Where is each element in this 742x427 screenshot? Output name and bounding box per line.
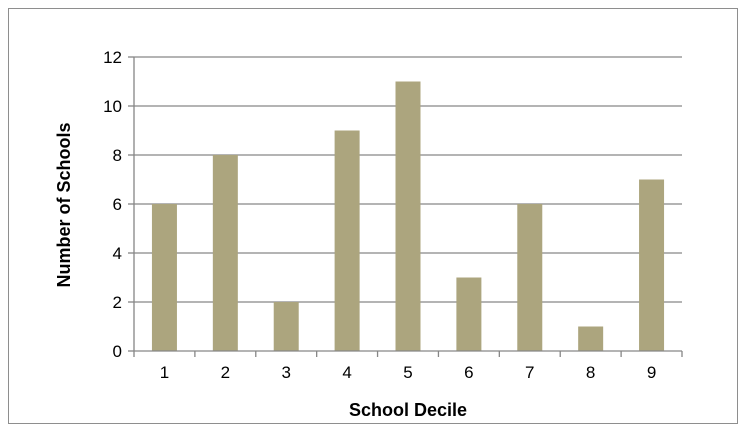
bar-7 (517, 204, 543, 351)
bar-2 (212, 155, 238, 351)
bar-8 (578, 326, 604, 351)
y-tick-label: 2 (113, 293, 122, 312)
x-axis-title: School Decile (349, 400, 467, 420)
y-tick-label: 12 (103, 48, 122, 67)
chart-frame (8, 8, 738, 424)
x-tick-label: 6 (464, 363, 473, 382)
y-tick-labels: 0 2 4 6 8 10 12 (103, 48, 122, 361)
x-tick-label: 1 (160, 363, 169, 382)
bar-1 (151, 204, 177, 351)
x-tick-label: 3 (281, 363, 290, 382)
x-tick-label: 9 (647, 363, 656, 382)
bar-4 (334, 130, 360, 351)
bar-5 (395, 81, 421, 351)
y-tick-label: 6 (113, 195, 122, 214)
y-tick-label: 0 (113, 342, 122, 361)
bars (151, 81, 665, 351)
bar-6 (456, 277, 482, 351)
x-tick-labels: 1 2 3 4 5 6 7 8 9 (160, 363, 657, 382)
x-tick-label: 8 (586, 363, 595, 382)
x-tick-label: 2 (221, 363, 230, 382)
y-tick-label: 4 (113, 244, 122, 263)
x-tick-label: 7 (525, 363, 534, 382)
y-tick-label: 8 (113, 146, 122, 165)
y-axis-title: Number of Schools (54, 122, 74, 287)
bar-9 (639, 179, 665, 351)
y-tick-label: 10 (103, 97, 122, 116)
x-tick-label: 4 (342, 363, 351, 382)
x-tick-label: 5 (403, 363, 412, 382)
axes (128, 56, 683, 357)
bar-3 (273, 302, 299, 351)
